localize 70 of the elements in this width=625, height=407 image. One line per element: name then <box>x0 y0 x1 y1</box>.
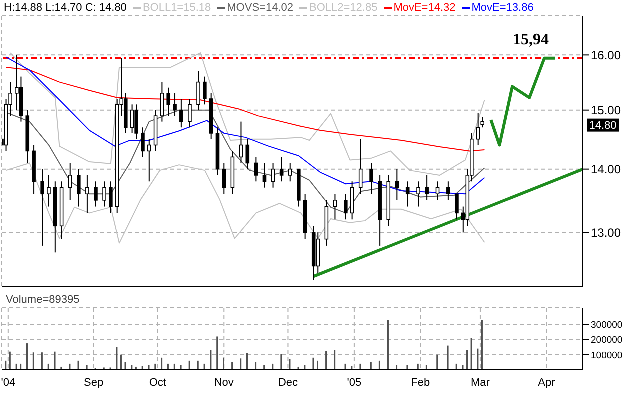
candlestick <box>203 76 207 106</box>
legend-label: MovE=14.32 <box>394 2 456 14</box>
y-tick-label: 14.00 <box>591 162 622 177</box>
candlestick <box>416 181 420 208</box>
candlestick <box>344 194 348 220</box>
x-tick-label: Mar <box>470 376 490 389</box>
candlestick <box>395 168 400 201</box>
candlestick <box>271 162 276 188</box>
legend-label: BOLL1=15.18 <box>142 2 212 14</box>
candlestick <box>130 104 134 134</box>
candlestick <box>109 181 113 214</box>
legend-label: MovE=13.86 <box>472 2 534 14</box>
candlestick <box>280 156 284 182</box>
line-series <box>6 110 486 214</box>
candlestick <box>188 98 192 128</box>
line-series <box>10 52 486 176</box>
candlestick <box>166 87 171 117</box>
candlestick <box>173 92 177 117</box>
candlestick <box>102 181 106 208</box>
legend-label: MOVS=14.02 <box>227 2 294 14</box>
x-tick-label: Sep <box>84 376 104 389</box>
candlestick <box>476 112 480 146</box>
candlestick <box>222 162 226 195</box>
candlestick <box>333 194 338 220</box>
x-tick-label: Oct <box>149 376 166 389</box>
candlestick <box>134 104 138 140</box>
x-tick-label: Nov <box>214 376 234 389</box>
y-tick-label: 200000 <box>591 335 623 346</box>
candlestick <box>370 162 374 195</box>
candlestick <box>76 168 81 208</box>
line-series <box>6 56 486 195</box>
x-tick-label: '04 <box>1 376 16 389</box>
line-series <box>6 162 486 244</box>
candlestick <box>455 194 459 220</box>
candlestick <box>160 82 164 122</box>
y-tick-label: 15.00 <box>591 104 622 118</box>
candlestick <box>94 181 98 208</box>
line-series <box>6 67 486 152</box>
y-tick-label: 13.00 <box>591 226 622 240</box>
candlestick <box>147 138 152 182</box>
y-tick-label: 300000 <box>591 320 623 332</box>
candlestick <box>141 127 145 158</box>
candlestick <box>47 174 51 208</box>
x-tick-label: Dec <box>278 376 299 389</box>
ref-line-label: 15,94 <box>513 31 549 48</box>
candlestick <box>86 174 90 214</box>
candlestick <box>239 121 244 164</box>
candlestick <box>40 168 44 246</box>
candlestick <box>196 70 200 111</box>
candlestick <box>358 138 363 195</box>
candlestick <box>254 156 258 182</box>
x-tick-label: '05 <box>347 376 362 389</box>
y-tick-label: 100000 <box>591 350 623 362</box>
candlestick <box>68 162 72 201</box>
candlestick <box>425 174 429 201</box>
legend-label: BOLL2=12.85 <box>309 2 378 14</box>
candlestick <box>246 138 250 170</box>
x-tick-label: Apr <box>538 376 556 389</box>
candlestick <box>180 98 184 128</box>
candlestick <box>262 162 267 188</box>
candlestick <box>436 181 440 201</box>
y-tick-label: 16.00 <box>591 48 622 62</box>
candlestick <box>288 162 292 182</box>
line-series <box>490 56 557 147</box>
chart-title: Volume=89395 <box>6 294 80 306</box>
candlestick <box>446 181 450 201</box>
x-tick-label: Feb <box>411 376 430 389</box>
candlestick <box>406 181 410 208</box>
text: 14.80 <box>589 120 617 132</box>
text: H:14.88 L:14.70 C: 14.80 <box>4 2 127 14</box>
